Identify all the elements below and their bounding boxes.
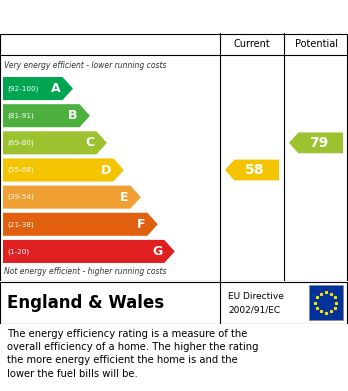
Text: (1-20): (1-20) [7,248,29,255]
Text: G: G [152,245,162,258]
Text: EU Directive: EU Directive [228,292,284,301]
Text: (92-100): (92-100) [7,85,38,92]
Text: Current: Current [234,39,270,49]
Text: (69-80): (69-80) [7,140,34,146]
Text: The energy efficiency rating is a measure of the
overall efficiency of a home. T: The energy efficiency rating is a measur… [7,329,259,378]
Text: D: D [101,163,111,176]
Text: (81-91): (81-91) [7,113,34,119]
Text: (55-68): (55-68) [7,167,34,173]
Text: (21-38): (21-38) [7,221,34,228]
Polygon shape [3,131,107,154]
Text: C: C [85,136,95,149]
Text: A: A [51,82,61,95]
Bar [309,285,343,320]
Text: 79: 79 [309,136,329,150]
Text: 58: 58 [245,163,264,177]
Polygon shape [3,213,158,236]
Text: Very energy efficient - lower running costs: Very energy efficient - lower running co… [4,61,166,70]
Text: Energy Efficiency Rating: Energy Efficiency Rating [8,9,218,24]
Polygon shape [3,240,175,263]
Polygon shape [3,158,124,181]
Polygon shape [225,160,279,180]
Text: England & Wales: England & Wales [7,294,164,312]
Polygon shape [3,104,90,127]
Text: E: E [120,191,128,204]
Text: 2002/91/EC: 2002/91/EC [228,306,280,315]
Polygon shape [3,77,73,100]
Text: F: F [137,218,145,231]
Text: B: B [68,109,78,122]
Text: (39-54): (39-54) [7,194,34,201]
Polygon shape [289,133,343,153]
Text: Not energy efficient - higher running costs: Not energy efficient - higher running co… [4,267,166,276]
Polygon shape [3,186,141,209]
Text: Potential: Potential [294,39,338,49]
